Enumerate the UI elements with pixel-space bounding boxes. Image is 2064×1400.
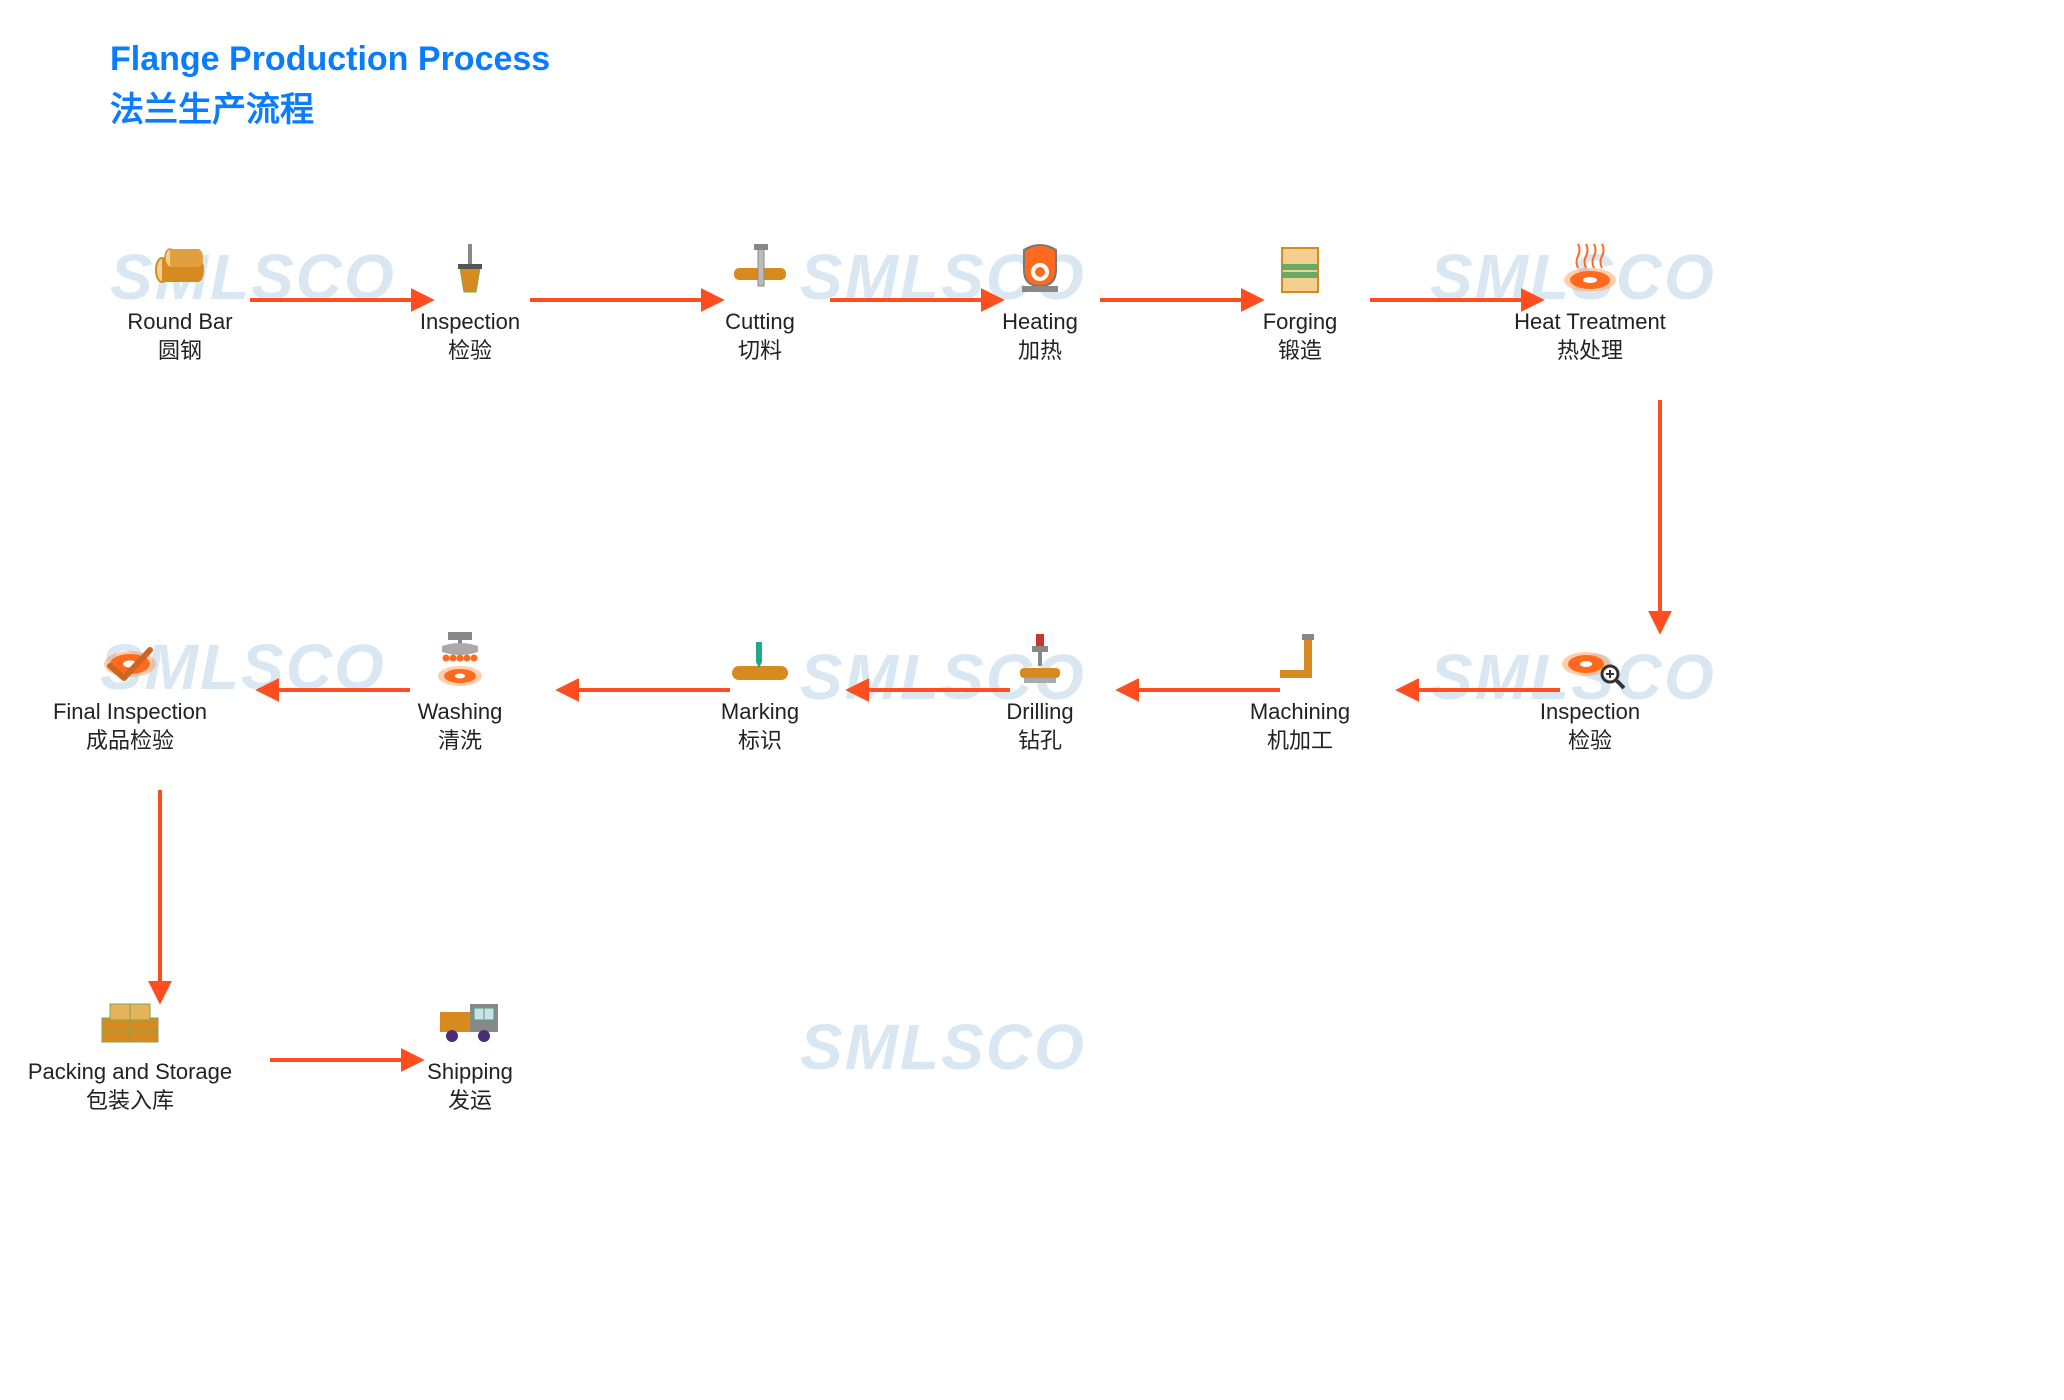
step-heat-treat: Heat Treatment热处理 xyxy=(1500,240,1680,365)
step-label-en: Machining xyxy=(1250,698,1350,727)
step-forging: Forging锻造 xyxy=(1210,240,1390,365)
step-label-cn: 检验 xyxy=(448,337,492,366)
step-label-cn: 清洗 xyxy=(438,727,482,756)
step-label-cn: 机加工 xyxy=(1267,727,1333,756)
step-cutting: Cutting切料 xyxy=(670,240,850,365)
step-label-cn: 加热 xyxy=(1018,337,1062,366)
step-marking: Marking标识 xyxy=(670,630,850,755)
step-heating: Heating加热 xyxy=(950,240,1130,365)
step-inspection1: Inspection检验 xyxy=(380,240,560,365)
step-label-en: Packing and Storage xyxy=(28,1058,232,1087)
step-label-cn: 发运 xyxy=(448,1087,492,1116)
bars-icon xyxy=(140,240,220,300)
step-label-en: Inspection xyxy=(1540,698,1640,727)
step-label-en: Shipping xyxy=(427,1058,513,1087)
step-label-cn: 包装入库 xyxy=(86,1087,174,1116)
step-label-cn: 热处理 xyxy=(1557,337,1623,366)
mark-icon xyxy=(720,630,800,690)
step-label-cn: 圆钢 xyxy=(158,337,202,366)
step-packing: Packing and Storage包装入库 xyxy=(40,990,220,1115)
donut-heat-icon xyxy=(1550,240,1630,300)
step-label-cn: 检验 xyxy=(1568,727,1612,756)
step-label-cn: 钻孔 xyxy=(1018,727,1062,756)
step-washing: Washing清洗 xyxy=(370,630,550,755)
step-label-cn: 切料 xyxy=(738,337,782,366)
step-final-insp: Final Inspection成品检验 xyxy=(40,630,220,755)
step-label-en: Washing xyxy=(418,698,503,727)
step-label-cn: 成品检验 xyxy=(86,727,174,756)
step-label-en: Drilling xyxy=(1006,698,1073,727)
donut-check-icon xyxy=(90,630,170,690)
lathe-icon xyxy=(1260,630,1340,690)
wash-icon xyxy=(420,630,500,690)
truck-icon xyxy=(430,990,510,1050)
step-label-en: Inspection xyxy=(420,308,520,337)
press-icon xyxy=(1260,240,1340,300)
step-label-en: Heat Treatment xyxy=(1514,308,1666,337)
step-label-en: Forging xyxy=(1263,308,1338,337)
step-label-cn: 标识 xyxy=(738,727,782,756)
step-round-bar: Round Bar圆钢 xyxy=(90,240,270,365)
drill-icon xyxy=(1000,630,1080,690)
cut-icon xyxy=(720,240,800,300)
step-label-cn: 锻造 xyxy=(1278,337,1322,366)
step-label-en: Round Bar xyxy=(127,308,232,337)
step-drilling: Drilling钻孔 xyxy=(950,630,1130,755)
step-label-en: Heating xyxy=(1002,308,1078,337)
step-label-en: Final Inspection xyxy=(53,698,207,727)
step-label-en: Cutting xyxy=(725,308,795,337)
donut-mag-icon xyxy=(1550,630,1630,690)
step-label-en: Marking xyxy=(721,698,799,727)
step-shipping: Shipping发运 xyxy=(380,990,560,1115)
boxes-icon xyxy=(90,990,170,1050)
furnace-icon xyxy=(1000,240,1080,300)
flask-icon xyxy=(430,240,510,300)
step-inspection2: Inspection检验 xyxy=(1500,630,1680,755)
step-machining: Machining机加工 xyxy=(1210,630,1390,755)
